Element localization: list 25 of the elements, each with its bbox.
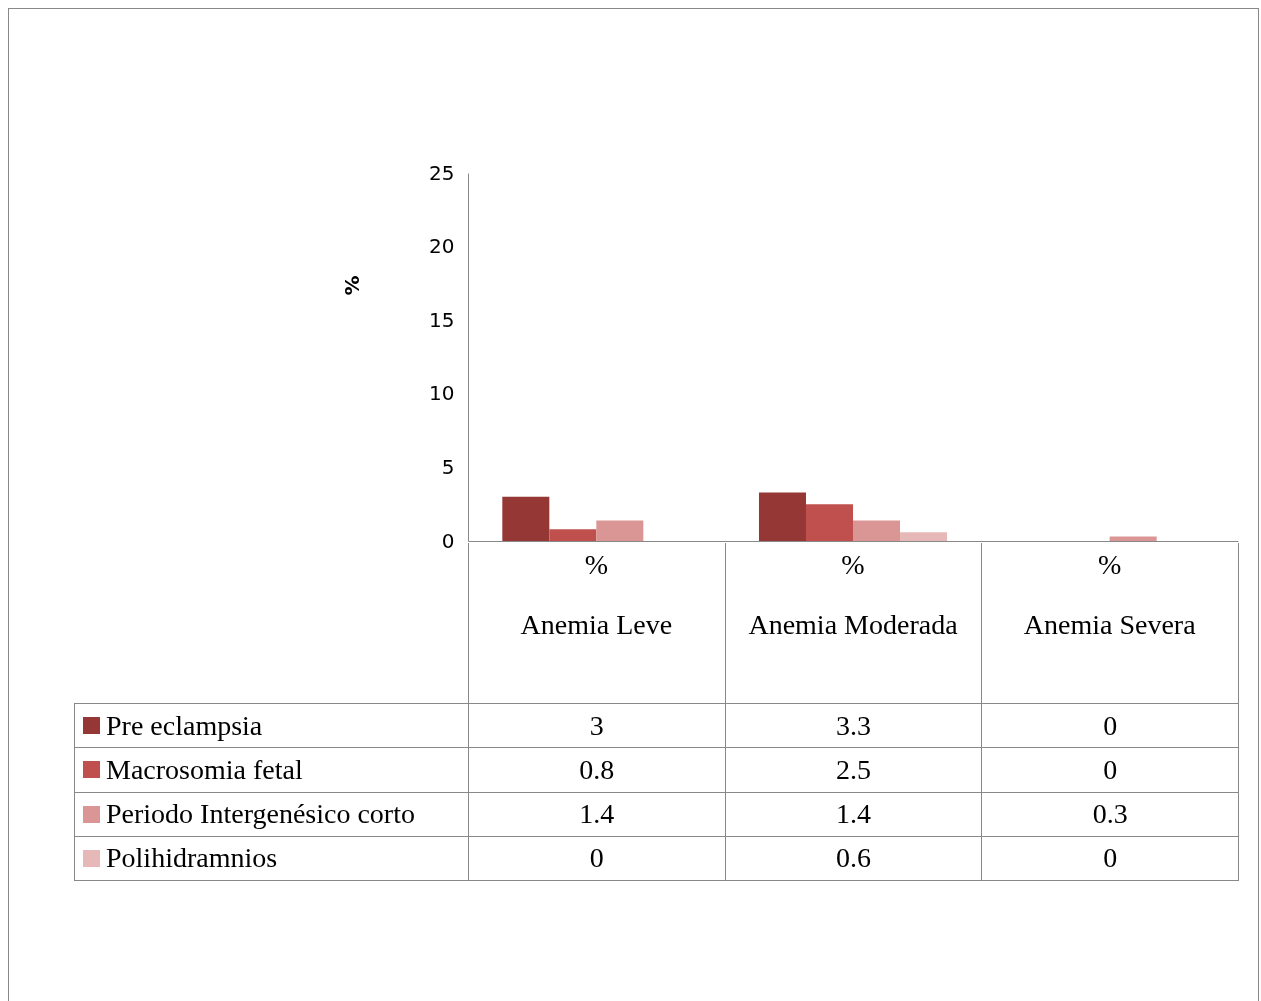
y-tick-label: 15 <box>429 307 455 332</box>
x-tick-label: % Anemia Moderada <box>748 548 959 640</box>
legend-label: Periodo Intergenésico corto <box>74 791 469 837</box>
data-label: 0 <box>981 747 1239 793</box>
y-tick-label: 0 <box>441 528 455 553</box>
x-tick-label: % Anemia Leve <box>520 548 673 640</box>
legend-label: Polihidramnios <box>74 835 469 881</box>
data-label: 0 <box>981 835 1239 881</box>
x-tick-label: % Anemia Severa <box>1023 548 1197 640</box>
data-label: 0.3 <box>981 791 1239 837</box>
data-label: 1.4 <box>468 791 726 837</box>
legend-label: Macrosomia fetal <box>74 747 469 793</box>
y-tick-label: 5 <box>441 454 455 479</box>
y-tick-label: 25 <box>429 160 455 185</box>
data-label: 3 <box>468 703 726 749</box>
y-tick-label: 10 <box>429 381 455 406</box>
y-axis-title: % <box>339 275 364 296</box>
data-label: 1.4 <box>724 791 983 837</box>
data-label: 0.8 <box>468 747 726 793</box>
data-label: 3.3 <box>724 703 983 749</box>
y-tick-label: 20 <box>429 234 455 259</box>
data-label: 2.5 <box>724 747 983 793</box>
data-label: 0.6 <box>724 835 983 881</box>
data-label: 0 <box>981 703 1239 749</box>
legend-label: Pre eclampsia <box>74 703 469 749</box>
